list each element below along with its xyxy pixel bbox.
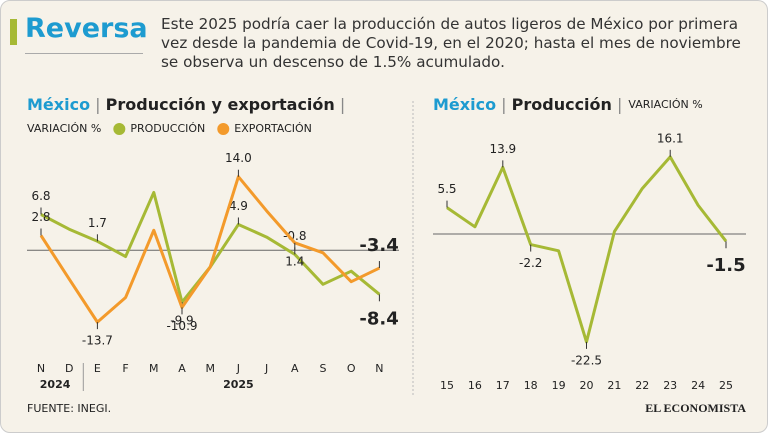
data-label: -3.4 xyxy=(359,235,398,256)
source: FUENTE: INEGI. xyxy=(27,402,111,415)
data-label: 6.8 xyxy=(31,189,50,203)
x-tick-label: 24 xyxy=(691,379,705,392)
x-tick-label: 15 xyxy=(440,379,454,392)
data-label: 2.8 xyxy=(31,210,50,224)
data-label: -0.8 xyxy=(283,229,306,243)
x-tick-label: 16 xyxy=(468,379,482,392)
data-label: -22.5 xyxy=(571,353,602,367)
year-label: 2024 xyxy=(40,378,71,391)
data-label: -13.7 xyxy=(82,334,113,348)
x-tick-label: D xyxy=(65,362,73,375)
title-prefix: México xyxy=(27,95,90,114)
chart-heading: México | Producción | xyxy=(433,95,622,114)
x-tick-label: J xyxy=(264,362,268,375)
data-label: 16.1 xyxy=(657,131,684,145)
x-tick-label: N xyxy=(37,362,45,375)
series-line xyxy=(446,155,728,344)
chart-heading: México | Producción y exportación | xyxy=(27,95,345,114)
data-label: 1.7 xyxy=(88,216,107,230)
data-label: -9.9 xyxy=(170,314,193,328)
data-label: 4.9 xyxy=(229,199,248,213)
data-label: -10.9 xyxy=(166,319,197,333)
x-tick-label: M xyxy=(149,362,159,375)
x-tick-label: M xyxy=(205,362,215,375)
data-label: 5.5 xyxy=(437,182,456,196)
data-label: 13.9 xyxy=(489,142,516,156)
x-tick-label: 19 xyxy=(552,379,566,392)
x-tick-label: O xyxy=(347,362,356,375)
series-line xyxy=(40,190,381,304)
x-tick-label: A xyxy=(178,362,186,375)
legend-label: EXPORTACIÓN xyxy=(234,122,312,135)
subtitle: VARIACIÓN % xyxy=(27,122,101,135)
data-label: -8.4 xyxy=(359,308,398,329)
chart-title: Producción y exportación xyxy=(106,95,335,114)
x-tick-label: 17 xyxy=(496,379,510,392)
x-tick-label: 18 xyxy=(524,379,538,392)
x-tick-label: E xyxy=(94,362,101,375)
x-tick-label: 22 xyxy=(635,379,649,392)
title: Reversa xyxy=(25,13,148,44)
data-label: 14.0 xyxy=(225,151,252,165)
x-tick-label: 21 xyxy=(607,379,621,392)
title-rule xyxy=(25,53,143,54)
subtitle: VARIACIÓN % xyxy=(628,98,702,111)
x-tick-label: F xyxy=(122,362,128,375)
separator: | xyxy=(90,95,106,114)
x-tick-label: 25 xyxy=(719,379,733,392)
x-tick-label: A xyxy=(291,362,299,375)
accent-bar xyxy=(10,19,17,45)
separator: | xyxy=(612,95,622,114)
legend-swatch xyxy=(113,123,126,135)
x-tick-label: N xyxy=(375,362,383,375)
x-tick-label: J xyxy=(236,362,240,375)
series-line xyxy=(39,175,381,324)
description: Este 2025 podría caer la producción de a… xyxy=(161,15,741,71)
data-label: 1.4 xyxy=(285,254,304,268)
chart-title: Producción xyxy=(512,95,612,114)
x-tick-label: 23 xyxy=(663,379,677,392)
data-label: -1.5 xyxy=(706,255,745,276)
legend-label: PRODUCCIÓN xyxy=(130,122,205,135)
separator: | xyxy=(335,95,345,114)
separator: | xyxy=(496,95,512,114)
data-label: -2.2 xyxy=(519,256,542,270)
year-label: 2025 xyxy=(223,378,254,391)
x-tick-label: S xyxy=(320,362,327,375)
x-tick-label: 20 xyxy=(580,379,594,392)
brand: EL ECONOMISTA xyxy=(645,401,746,415)
legend-swatch xyxy=(217,123,230,135)
title-prefix: México xyxy=(433,95,496,114)
